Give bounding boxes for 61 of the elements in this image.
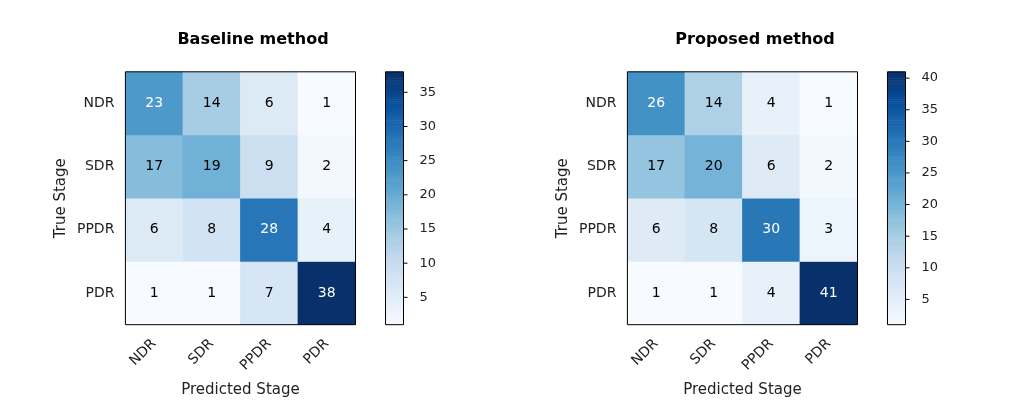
- color-bar-label: 25: [419, 152, 437, 168]
- color-bar-label: 30: [921, 132, 939, 148]
- data-label: 17: [145, 157, 164, 174]
- data-label: 41: [819, 283, 838, 300]
- data-label: 9: [264, 157, 274, 174]
- data-label: 2: [824, 157, 834, 174]
- y-tick-label: PDR: [587, 283, 617, 300]
- data-label: 4: [322, 220, 332, 237]
- color-bar-label: 25: [921, 164, 939, 180]
- data-label: 1: [824, 94, 834, 111]
- data-label: 1: [709, 283, 719, 300]
- y-tick-label: SDR: [586, 157, 617, 174]
- data-label: 28: [260, 220, 279, 237]
- y-axis-title: True Stage: [552, 158, 571, 240]
- data-label: 1: [207, 283, 217, 300]
- data-label: 6: [264, 94, 274, 111]
- y-tick-label: PPDR: [578, 220, 617, 237]
- color-bar-label: 40: [921, 69, 939, 85]
- data-label: 7: [264, 283, 274, 300]
- data-label: 8: [207, 220, 217, 237]
- data-label: 38: [317, 283, 336, 300]
- data-label: 6: [651, 220, 661, 237]
- color-bar-label: 30: [419, 117, 437, 133]
- data-label: 6: [149, 220, 159, 237]
- y-tick-label: SDR: [84, 157, 115, 174]
- data-label: 2: [322, 157, 332, 174]
- data-label: 1: [149, 283, 159, 300]
- data-label: 30: [762, 220, 781, 237]
- data-label: 8: [709, 220, 719, 237]
- color-bar-label: 10: [419, 254, 437, 270]
- x-axis-title: Predicted Stage: [181, 379, 300, 398]
- data-label: 3: [824, 220, 834, 237]
- data-label: 6: [766, 157, 776, 174]
- data-label: 14: [202, 94, 221, 111]
- y-tick-label: PPDR: [76, 220, 115, 237]
- data-label: 26: [647, 94, 666, 111]
- color-bar-label: 15: [921, 227, 939, 243]
- chart-title: Proposed method: [675, 29, 835, 49]
- color-bar-label: 20: [921, 195, 939, 211]
- color-bar-label: 20: [419, 186, 437, 202]
- data-label: 17: [647, 157, 666, 174]
- color-bar-label: 10: [921, 259, 939, 275]
- data-label: 1: [651, 283, 661, 300]
- data-label: 1: [322, 94, 332, 111]
- y-tick-label: NDR: [585, 94, 617, 111]
- data-label: 4: [766, 94, 776, 111]
- color-bar-label: 35: [921, 101, 939, 117]
- data-label: 23: [145, 94, 164, 111]
- color-bar-label: 35: [419, 83, 437, 99]
- color-bar-label: 5: [921, 290, 930, 306]
- color-bar-label: 5: [419, 288, 428, 304]
- data-label: 20: [704, 157, 723, 174]
- y-tick-label: NDR: [83, 94, 115, 111]
- chart-title: Baseline method: [177, 29, 329, 49]
- data-label: 4: [766, 283, 776, 300]
- x-axis-title: Predicted Stage: [683, 379, 802, 398]
- color-bar-label: 15: [419, 220, 437, 236]
- y-axis-title: True Stage: [50, 158, 69, 240]
- data-label: 14: [704, 94, 723, 111]
- data-label: 19: [202, 157, 221, 174]
- y-tick-label: PDR: [85, 283, 115, 300]
